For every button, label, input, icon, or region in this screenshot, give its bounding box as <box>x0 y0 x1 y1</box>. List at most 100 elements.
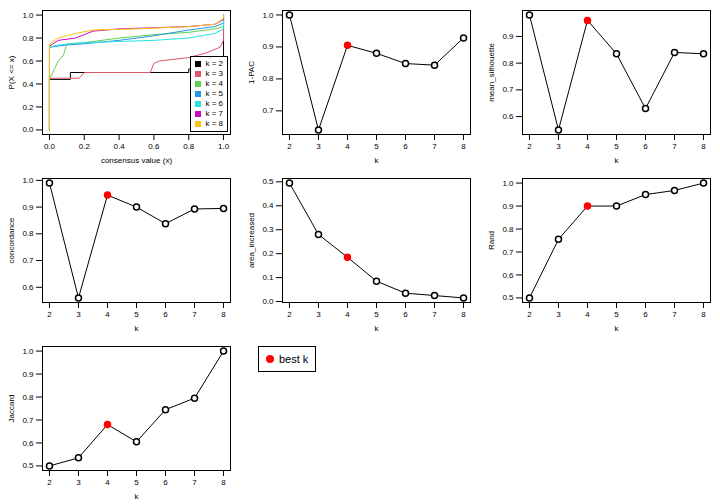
svg-text:5: 5 <box>374 310 379 319</box>
svg-text:1-PAC: 1-PAC <box>247 61 256 84</box>
svg-text:k: k <box>375 324 380 333</box>
svg-text:8: 8 <box>221 310 226 319</box>
svg-text:8: 8 <box>461 310 466 319</box>
svg-text:6: 6 <box>403 142 408 151</box>
svg-text:0.7: 0.7 <box>502 248 514 257</box>
svg-text:k: k <box>375 156 380 165</box>
svg-text:1.0: 1.0 <box>502 179 514 188</box>
svg-text:2: 2 <box>527 142 532 151</box>
svg-text:7: 7 <box>672 310 677 319</box>
svg-text:0.9: 0.9 <box>502 202 514 211</box>
svg-text:2: 2 <box>47 478 52 487</box>
svg-text:0.6: 0.6 <box>502 112 514 121</box>
svg-text:7: 7 <box>192 310 197 319</box>
svg-text:0.8: 0.8 <box>502 59 514 68</box>
svg-text:5: 5 <box>374 142 379 151</box>
svg-text:6: 6 <box>163 310 168 319</box>
svg-text:0.8: 0.8 <box>183 142 195 151</box>
svg-text:P(X <= x): P(X <= x) <box>7 55 16 89</box>
svg-text:consensus value (x): consensus value (x) <box>101 156 172 165</box>
svg-text:3: 3 <box>556 310 561 319</box>
svg-text:6: 6 <box>403 310 408 319</box>
svg-text:6: 6 <box>643 310 648 319</box>
svg-text:5: 5 <box>134 310 139 319</box>
svg-text:0.2: 0.2 <box>79 142 91 151</box>
svg-text:4: 4 <box>345 310 350 319</box>
svg-text:0.8: 0.8 <box>502 225 514 234</box>
svg-text:1.0: 1.0 <box>218 142 230 151</box>
svg-text:0.6: 0.6 <box>148 142 160 151</box>
svg-text:0.9: 0.9 <box>22 370 34 379</box>
svg-text:5: 5 <box>134 478 139 487</box>
svg-text:0.8: 0.8 <box>22 34 34 43</box>
svg-text:3: 3 <box>556 142 561 151</box>
svg-text:mean_silhouette: mean_silhouette <box>487 43 496 102</box>
svg-text:4: 4 <box>585 310 590 319</box>
svg-text:0.3: 0.3 <box>262 225 274 234</box>
svg-text:0.6: 0.6 <box>22 283 34 292</box>
svg-text:6: 6 <box>163 478 168 487</box>
svg-text:0.9: 0.9 <box>22 203 34 212</box>
svg-text:0.1: 0.1 <box>262 273 274 282</box>
svg-text:8: 8 <box>461 142 466 151</box>
svg-text:concordance: concordance <box>7 217 16 263</box>
svg-text:0.0: 0.0 <box>262 297 274 306</box>
svg-text:2: 2 <box>287 142 292 151</box>
svg-text:0.7: 0.7 <box>262 106 274 115</box>
svg-text:0.2: 0.2 <box>262 249 274 258</box>
svg-text:2: 2 <box>527 310 532 319</box>
svg-text:0.0: 0.0 <box>44 142 56 151</box>
svg-text:7: 7 <box>672 142 677 151</box>
svg-text:k: k <box>135 324 140 333</box>
svg-text:8: 8 <box>701 142 706 151</box>
svg-text:0.0: 0.0 <box>22 125 34 134</box>
svg-text:0.2: 0.2 <box>22 103 34 112</box>
svg-text:0.6: 0.6 <box>22 439 34 448</box>
svg-text:0.9: 0.9 <box>262 42 274 51</box>
svg-text:0.8: 0.8 <box>22 393 34 402</box>
svg-text:3: 3 <box>316 142 321 151</box>
html-text:best k: best k <box>279 353 309 365</box>
svg-text:2: 2 <box>287 310 292 319</box>
svg-text:3: 3 <box>76 478 81 487</box>
svg-text:0.6: 0.6 <box>502 271 514 280</box>
svg-text:8: 8 <box>701 310 706 319</box>
svg-text:k: k <box>615 156 620 165</box>
svg-text:1.0: 1.0 <box>22 347 34 356</box>
svg-text:7: 7 <box>192 478 197 487</box>
svg-text:0.9: 0.9 <box>502 32 514 41</box>
svg-text:4: 4 <box>105 310 110 319</box>
svg-text:4: 4 <box>585 142 590 151</box>
svg-text:0.4: 0.4 <box>22 80 34 89</box>
svg-text:7: 7 <box>432 142 437 151</box>
svg-text:3: 3 <box>316 310 321 319</box>
svg-text:0.8: 0.8 <box>22 229 34 238</box>
svg-text:1.0: 1.0 <box>22 176 34 185</box>
svg-text:k: k <box>615 324 620 333</box>
svg-text:4: 4 <box>105 478 110 487</box>
svg-text:0.6: 0.6 <box>22 57 34 66</box>
svg-text:0.4: 0.4 <box>114 142 126 151</box>
svg-text:0.7: 0.7 <box>22 256 34 265</box>
svg-text:0.7: 0.7 <box>502 85 514 94</box>
svg-text:Jaccard: Jaccard <box>7 394 16 422</box>
svg-text:2: 2 <box>47 310 52 319</box>
svg-text:7: 7 <box>432 310 437 319</box>
svg-text:4: 4 <box>345 142 350 151</box>
svg-text:k: k <box>135 492 140 501</box>
svg-text:0.5: 0.5 <box>262 177 274 186</box>
svg-text:0.7: 0.7 <box>22 416 34 425</box>
svg-text:5: 5 <box>614 142 619 151</box>
svg-text:1.0: 1.0 <box>22 11 34 20</box>
svg-text:8: 8 <box>221 478 226 487</box>
svg-text:5: 5 <box>614 310 619 319</box>
svg-text:3: 3 <box>76 310 81 319</box>
svg-text:0.8: 0.8 <box>262 74 274 83</box>
svg-text:0.5: 0.5 <box>22 461 34 470</box>
svg-text:6: 6 <box>643 142 648 151</box>
svg-text:Rand: Rand <box>487 231 496 250</box>
svg-text:1.0: 1.0 <box>262 11 274 20</box>
svg-text:0.4: 0.4 <box>262 201 274 210</box>
svg-text:area_increased: area_increased <box>247 213 256 268</box>
svg-text:0.5: 0.5 <box>502 293 514 302</box>
